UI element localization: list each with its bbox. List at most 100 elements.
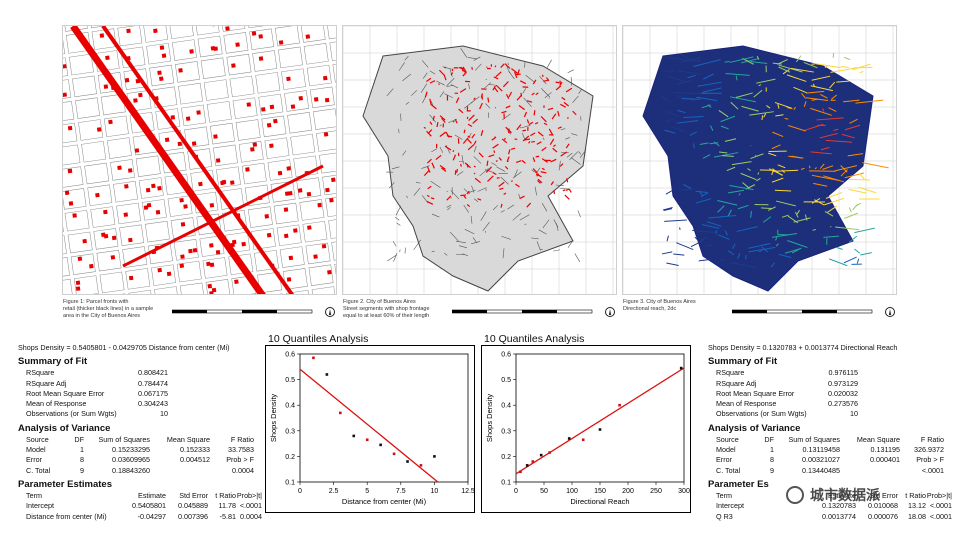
table-row: Mean of Response 0.273576 (708, 399, 953, 409)
reach-segment (689, 131, 697, 136)
parcel-block (151, 264, 176, 286)
parcel-block (128, 289, 154, 294)
right-regression-report: Shops Density = 0.1320783 + 0.0013774 Di… (708, 343, 953, 522)
street-segment (395, 205, 402, 216)
shop-street-segment (493, 150, 496, 153)
data-point (539, 453, 543, 457)
retail-parcel (245, 167, 250, 172)
retail-parcel (209, 243, 214, 248)
parcel-block (241, 162, 267, 185)
reach-segment (835, 226, 860, 231)
reach-segment (840, 66, 849, 69)
retail-parcel (67, 125, 73, 131)
reach-segment (822, 108, 825, 112)
reach-segment (793, 86, 807, 94)
retail-parcel (188, 248, 193, 254)
shop-street-segment (564, 194, 570, 200)
retail-parcel (127, 168, 133, 173)
retail-parcel (329, 197, 334, 203)
x-tick-label: 5 (365, 488, 369, 495)
reach-segment (730, 101, 739, 110)
reach-segment (777, 104, 780, 109)
street-segment (446, 84, 454, 87)
parcel-block (63, 122, 78, 145)
street-segment (569, 151, 579, 161)
retail-parcel (209, 262, 215, 268)
parcel-block (155, 108, 181, 130)
parcel-block (312, 108, 336, 130)
anova-cell: 9 (770, 465, 774, 475)
retail-parcel (231, 239, 237, 245)
table-row: Q R3 0.0013774 0.000076 18.08 <.0001 (708, 512, 953, 522)
shop-street-segment (552, 147, 558, 153)
street-segment (491, 162, 497, 166)
parcel-block (281, 68, 306, 90)
parcel-block (326, 26, 336, 40)
shop-street-segment (427, 185, 432, 190)
parcel-block (226, 53, 252, 76)
reach-segment (677, 110, 686, 114)
parcel-block (102, 293, 128, 294)
parcel-block (63, 235, 67, 257)
parcel-block (63, 257, 70, 279)
street-segment (467, 57, 478, 60)
street-segment (431, 213, 440, 218)
reach-segment (763, 113, 767, 118)
shop-street-segment (443, 74, 447, 81)
retail-parcel (166, 271, 172, 277)
parcel-block (154, 286, 180, 294)
retail-parcel (101, 232, 106, 238)
param-column-header: Prob>|t| (926, 490, 952, 500)
y-tick-label: 0.5 (501, 377, 511, 384)
retail-parcel (123, 212, 129, 217)
retail-parcel (234, 279, 239, 285)
shop-street-segment (466, 203, 471, 208)
shop-street-segment (452, 120, 455, 123)
shop-street-segment (439, 115, 446, 121)
parcel-block (287, 112, 313, 134)
retail-parcel (89, 263, 94, 269)
reach-segment (852, 204, 858, 211)
reach-segment (859, 70, 864, 74)
shop-street-segment (426, 194, 430, 198)
reach-segment (753, 89, 763, 98)
reach-segment (777, 58, 788, 65)
anova-cell: 0.13440485 (802, 465, 840, 475)
street-segment (420, 83, 428, 93)
reach-segment (844, 56, 851, 61)
parcel-block (70, 253, 96, 275)
shop-street-segment (486, 160, 489, 166)
reach-segment (713, 141, 720, 147)
reach-segment (811, 98, 819, 101)
retail-parcel (151, 183, 156, 189)
street-segment (558, 160, 561, 171)
shop-street-segment (441, 117, 446, 123)
parcel-block (149, 64, 175, 87)
x-tick-label: 50 (540, 488, 548, 495)
param-cell: <.0001 (929, 511, 952, 521)
reach-segment (676, 242, 694, 251)
chart-2-frame: 0.1 0.2 0.3 0.4 0.5 0.6 0 50 100 150 200 250 300 Dire… (481, 345, 691, 513)
street-segment (410, 90, 418, 96)
street-segment (546, 59, 552, 68)
data-point (531, 460, 535, 463)
shop-street-segment (522, 129, 526, 132)
anova-cell: C. Total (716, 465, 741, 475)
reach-segment (683, 116, 704, 119)
shop-street-segment (503, 137, 506, 141)
shop-street-segment (559, 163, 564, 167)
reach-segment (786, 106, 792, 110)
param-cell: 0.045889 (178, 501, 208, 511)
retail-parcel (251, 31, 257, 36)
retail-parcel (258, 34, 263, 39)
parcel-block (117, 26, 143, 47)
shop-street-segment (463, 129, 466, 134)
data-point (519, 470, 522, 474)
fit-value: 10 (850, 409, 858, 419)
y-tick-label: 0.5 (285, 377, 295, 384)
retail-parcel (103, 84, 109, 89)
reach-segment (770, 262, 776, 268)
parcel-block (88, 26, 114, 29)
shop-street-segment (466, 190, 470, 195)
data-point (618, 403, 621, 407)
